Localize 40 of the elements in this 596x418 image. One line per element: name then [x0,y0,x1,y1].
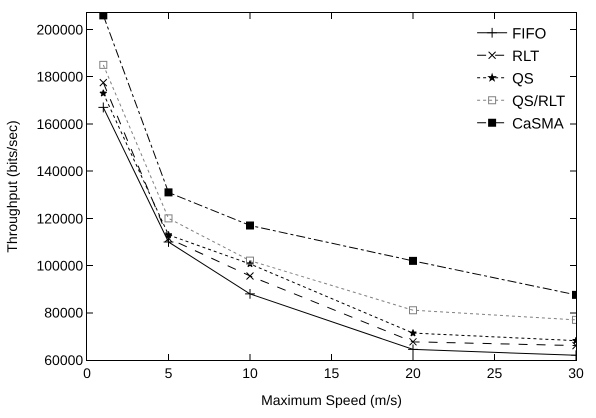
point [99,13,108,20]
legend-label: QS/RLT [512,93,566,110]
point [408,344,418,355]
x-tick-label: 5 [164,364,173,381]
point [99,89,108,97]
x-tick-label: 0 [83,364,92,381]
point [164,214,172,222]
point [99,60,108,69]
x-tick-label: 20 [405,364,421,381]
point [163,236,174,248]
y-tick-label: 80000 [44,304,84,321]
y-tick-label: 160000 [36,116,84,132]
x-tick-label: 15 [324,364,340,381]
y-axis-title: Throughput (bits/sec) [4,120,20,253]
x-axis-title: Maximum Speed (m/s) [261,392,402,408]
point [246,272,254,280]
point [98,102,109,113]
y-tick-label: 200000 [36,21,84,38]
legend-label: RLT [512,48,540,66]
point [246,221,254,230]
point [409,256,417,265]
legend-label: QS [512,70,534,88]
point [164,188,172,196]
point [164,230,172,238]
point [409,338,417,346]
point [409,306,417,314]
y-tick-label: 140000 [36,163,84,180]
legend-label: CaSMA [512,116,564,133]
y-tick-label: 180000 [36,68,84,85]
point [409,329,417,336]
point [246,256,254,265]
y-tick-label: 100000 [36,257,84,274]
x-tick-label: 30 [568,364,584,381]
y-tick-label: 60000 [44,352,84,368]
x-tick-label: 25 [486,364,502,381]
x-tick-label: 10 [242,364,258,381]
legend-label: FIFO [512,26,546,43]
y-tick-label: 120000 [36,210,84,226]
point [244,288,256,300]
point [99,78,108,87]
